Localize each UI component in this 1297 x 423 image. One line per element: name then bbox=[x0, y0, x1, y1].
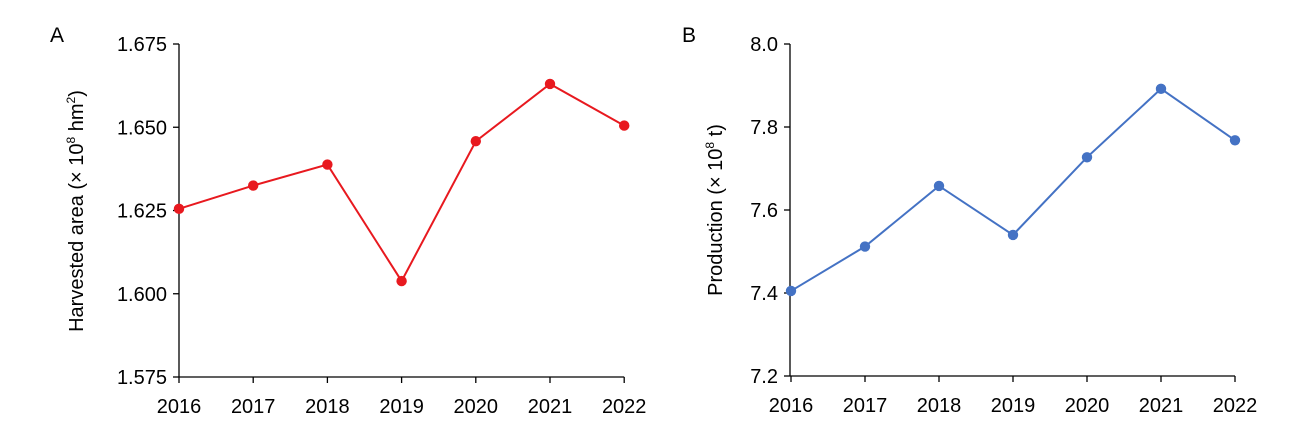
panel-label-a: A bbox=[50, 24, 64, 47]
data-point-a bbox=[470, 136, 481, 147]
data-point-b bbox=[1081, 152, 1093, 163]
y-tick-label-a: 1.650 bbox=[117, 117, 167, 139]
data-point-b bbox=[1155, 83, 1167, 95]
x-tick-label-b: 2019 bbox=[991, 395, 1036, 417]
x-tick-label-b: 2017 bbox=[843, 395, 888, 417]
y-axis-title-a: Harvested area (× 108 hm2) bbox=[64, 90, 88, 332]
x-tick-label-b: 2022 bbox=[1213, 395, 1258, 417]
y-tick-label-b: 7.4 bbox=[750, 283, 778, 305]
x-tick-label-a: 2017 bbox=[231, 396, 276, 418]
x-tick-label-a: 2022 bbox=[602, 396, 647, 418]
x-tick-label-a: 2019 bbox=[379, 396, 424, 418]
data-point-b bbox=[1007, 229, 1019, 241]
y-tick-label-a: 1.625 bbox=[117, 201, 167, 223]
x-tick-label-a: 2021 bbox=[528, 396, 573, 418]
x-tick-label-b: 2018 bbox=[917, 395, 962, 417]
data-point-b bbox=[933, 180, 945, 192]
y-axis-title-b: Production (× 108 t) bbox=[703, 124, 727, 296]
series-line-b bbox=[790, 87, 1236, 292]
data-point-a bbox=[173, 203, 185, 215]
x-tick-label-b: 2021 bbox=[1139, 395, 1184, 417]
data-point-a bbox=[619, 120, 630, 131]
x-tick-label-a: 2016 bbox=[157, 396, 202, 418]
data-point-a bbox=[322, 159, 333, 170]
x-tick-label-b: 2016 bbox=[769, 395, 814, 417]
chart-harvested-area: 1.575 1.600 1.625 1.650 1.675 2016 2017 2018 201… bbox=[64, 34, 646, 418]
y-tick-label-b: 8.0 bbox=[750, 34, 778, 56]
data-point-a bbox=[396, 275, 407, 287]
y-tick-label-b: 7.2 bbox=[750, 366, 778, 388]
panel-label-b: B bbox=[682, 24, 696, 47]
data-point-a bbox=[544, 78, 556, 90]
x-tick-label-a: 2018 bbox=[305, 396, 350, 418]
x-tick-label-a: 2020 bbox=[454, 396, 499, 418]
data-point-a bbox=[248, 180, 259, 191]
data-point-b bbox=[1229, 135, 1241, 146]
series-line-a bbox=[178, 82, 625, 284]
data-point-b bbox=[785, 285, 797, 297]
data-point-b bbox=[859, 241, 871, 252]
chart-production: 7.2 7.4 7.6 7.8 8.0 2016 2017 2018 2019 2020 2021 2… bbox=[703, 34, 1257, 417]
y-tick-label-b: 7.6 bbox=[750, 200, 778, 222]
x-tick-label-b: 2020 bbox=[1065, 395, 1110, 417]
y-tick-label-a: 1.675 bbox=[117, 34, 167, 56]
y-tick-label-b: 7.8 bbox=[750, 117, 778, 139]
y-tick-label-a: 1.600 bbox=[117, 284, 167, 306]
y-tick-label-a: 1.575 bbox=[117, 367, 167, 389]
